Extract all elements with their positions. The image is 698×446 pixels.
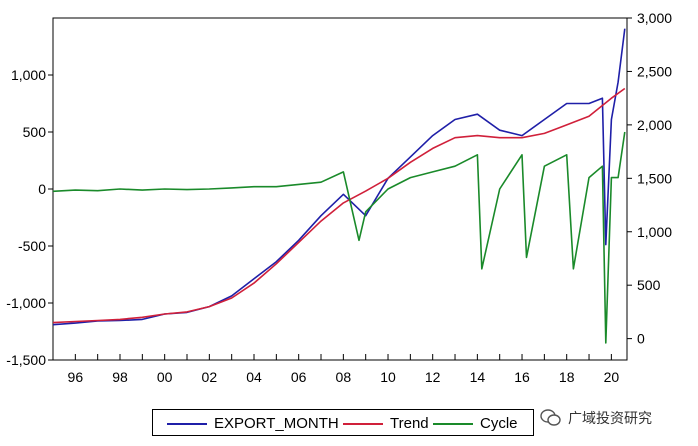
right-tick-label: 2,500: [637, 63, 672, 79]
left-tick-label: -1,000: [6, 295, 46, 311]
right-tick-label: 0: [637, 331, 645, 347]
x-axis: 96 98 00 02 04 06 08 10 12 14 16 18 20: [52, 354, 620, 385]
right-tick-label: 500: [637, 277, 661, 293]
legend: EXPORT_MONTH Trend Cycle: [152, 409, 534, 436]
right-tick-label: 3,000: [637, 10, 672, 26]
legend-label-trend: Trend: [390, 415, 429, 432]
legend-item-cycle: Cycle: [433, 415, 518, 432]
legend-item-export: EXPORT_MONTH: [167, 415, 339, 432]
legend-swatch-cycle: [433, 422, 473, 425]
x-tick-label: 14: [470, 369, 486, 385]
left-tick-label: -1,500: [6, 352, 46, 368]
watermark: 广域投资研究: [540, 408, 652, 428]
x-tick-label: 18: [559, 369, 575, 385]
right-tick-label: 2,000: [637, 117, 672, 133]
right-tick-label: 1,000: [637, 224, 672, 240]
left-tick-label: 0: [38, 181, 46, 197]
x-tick-label: 04: [246, 369, 262, 385]
plot-frame: [52, 17, 628, 361]
x-tick-label: 20: [604, 369, 620, 385]
legend-label-cycle: Cycle: [480, 415, 518, 432]
x-tick-label: 96: [68, 369, 84, 385]
x-tick-label: 16: [514, 369, 530, 385]
legend-item-trend: Trend: [343, 415, 429, 432]
x-tick-label: 12: [425, 369, 441, 385]
right-tick-label: 1,500: [637, 170, 672, 186]
left-tick-label: -500: [18, 238, 46, 254]
series-group: [52, 28, 626, 344]
x-tick-label: 10: [380, 369, 396, 385]
x-tick-label: 98: [112, 369, 128, 385]
series-cycle: [52, 131, 626, 344]
x-tick-label: 02: [202, 369, 218, 385]
left-tick-label: 1,000: [11, 67, 46, 83]
watermark-text: 广域投资研究: [568, 410, 652, 426]
x-tick-label: 06: [291, 369, 307, 385]
wechat-icon: [540, 409, 561, 426]
legend-swatch-trend: [343, 422, 383, 425]
right-axis: 3,000 2,500 2,000 1,500 1,000 500 0: [627, 10, 672, 347]
left-tick-label: 500: [23, 124, 47, 140]
legend-label-export: EXPORT_MONTH: [214, 415, 339, 432]
legend-swatch-export: [167, 422, 207, 425]
series-export-month: [52, 28, 626, 326]
x-tick-label: 00: [157, 369, 173, 385]
left-axis: 1,000 500 0 -500 -1,000 -1,500: [6, 67, 53, 368]
series-trend: [52, 87, 626, 324]
x-tick-label: 08: [336, 369, 352, 385]
